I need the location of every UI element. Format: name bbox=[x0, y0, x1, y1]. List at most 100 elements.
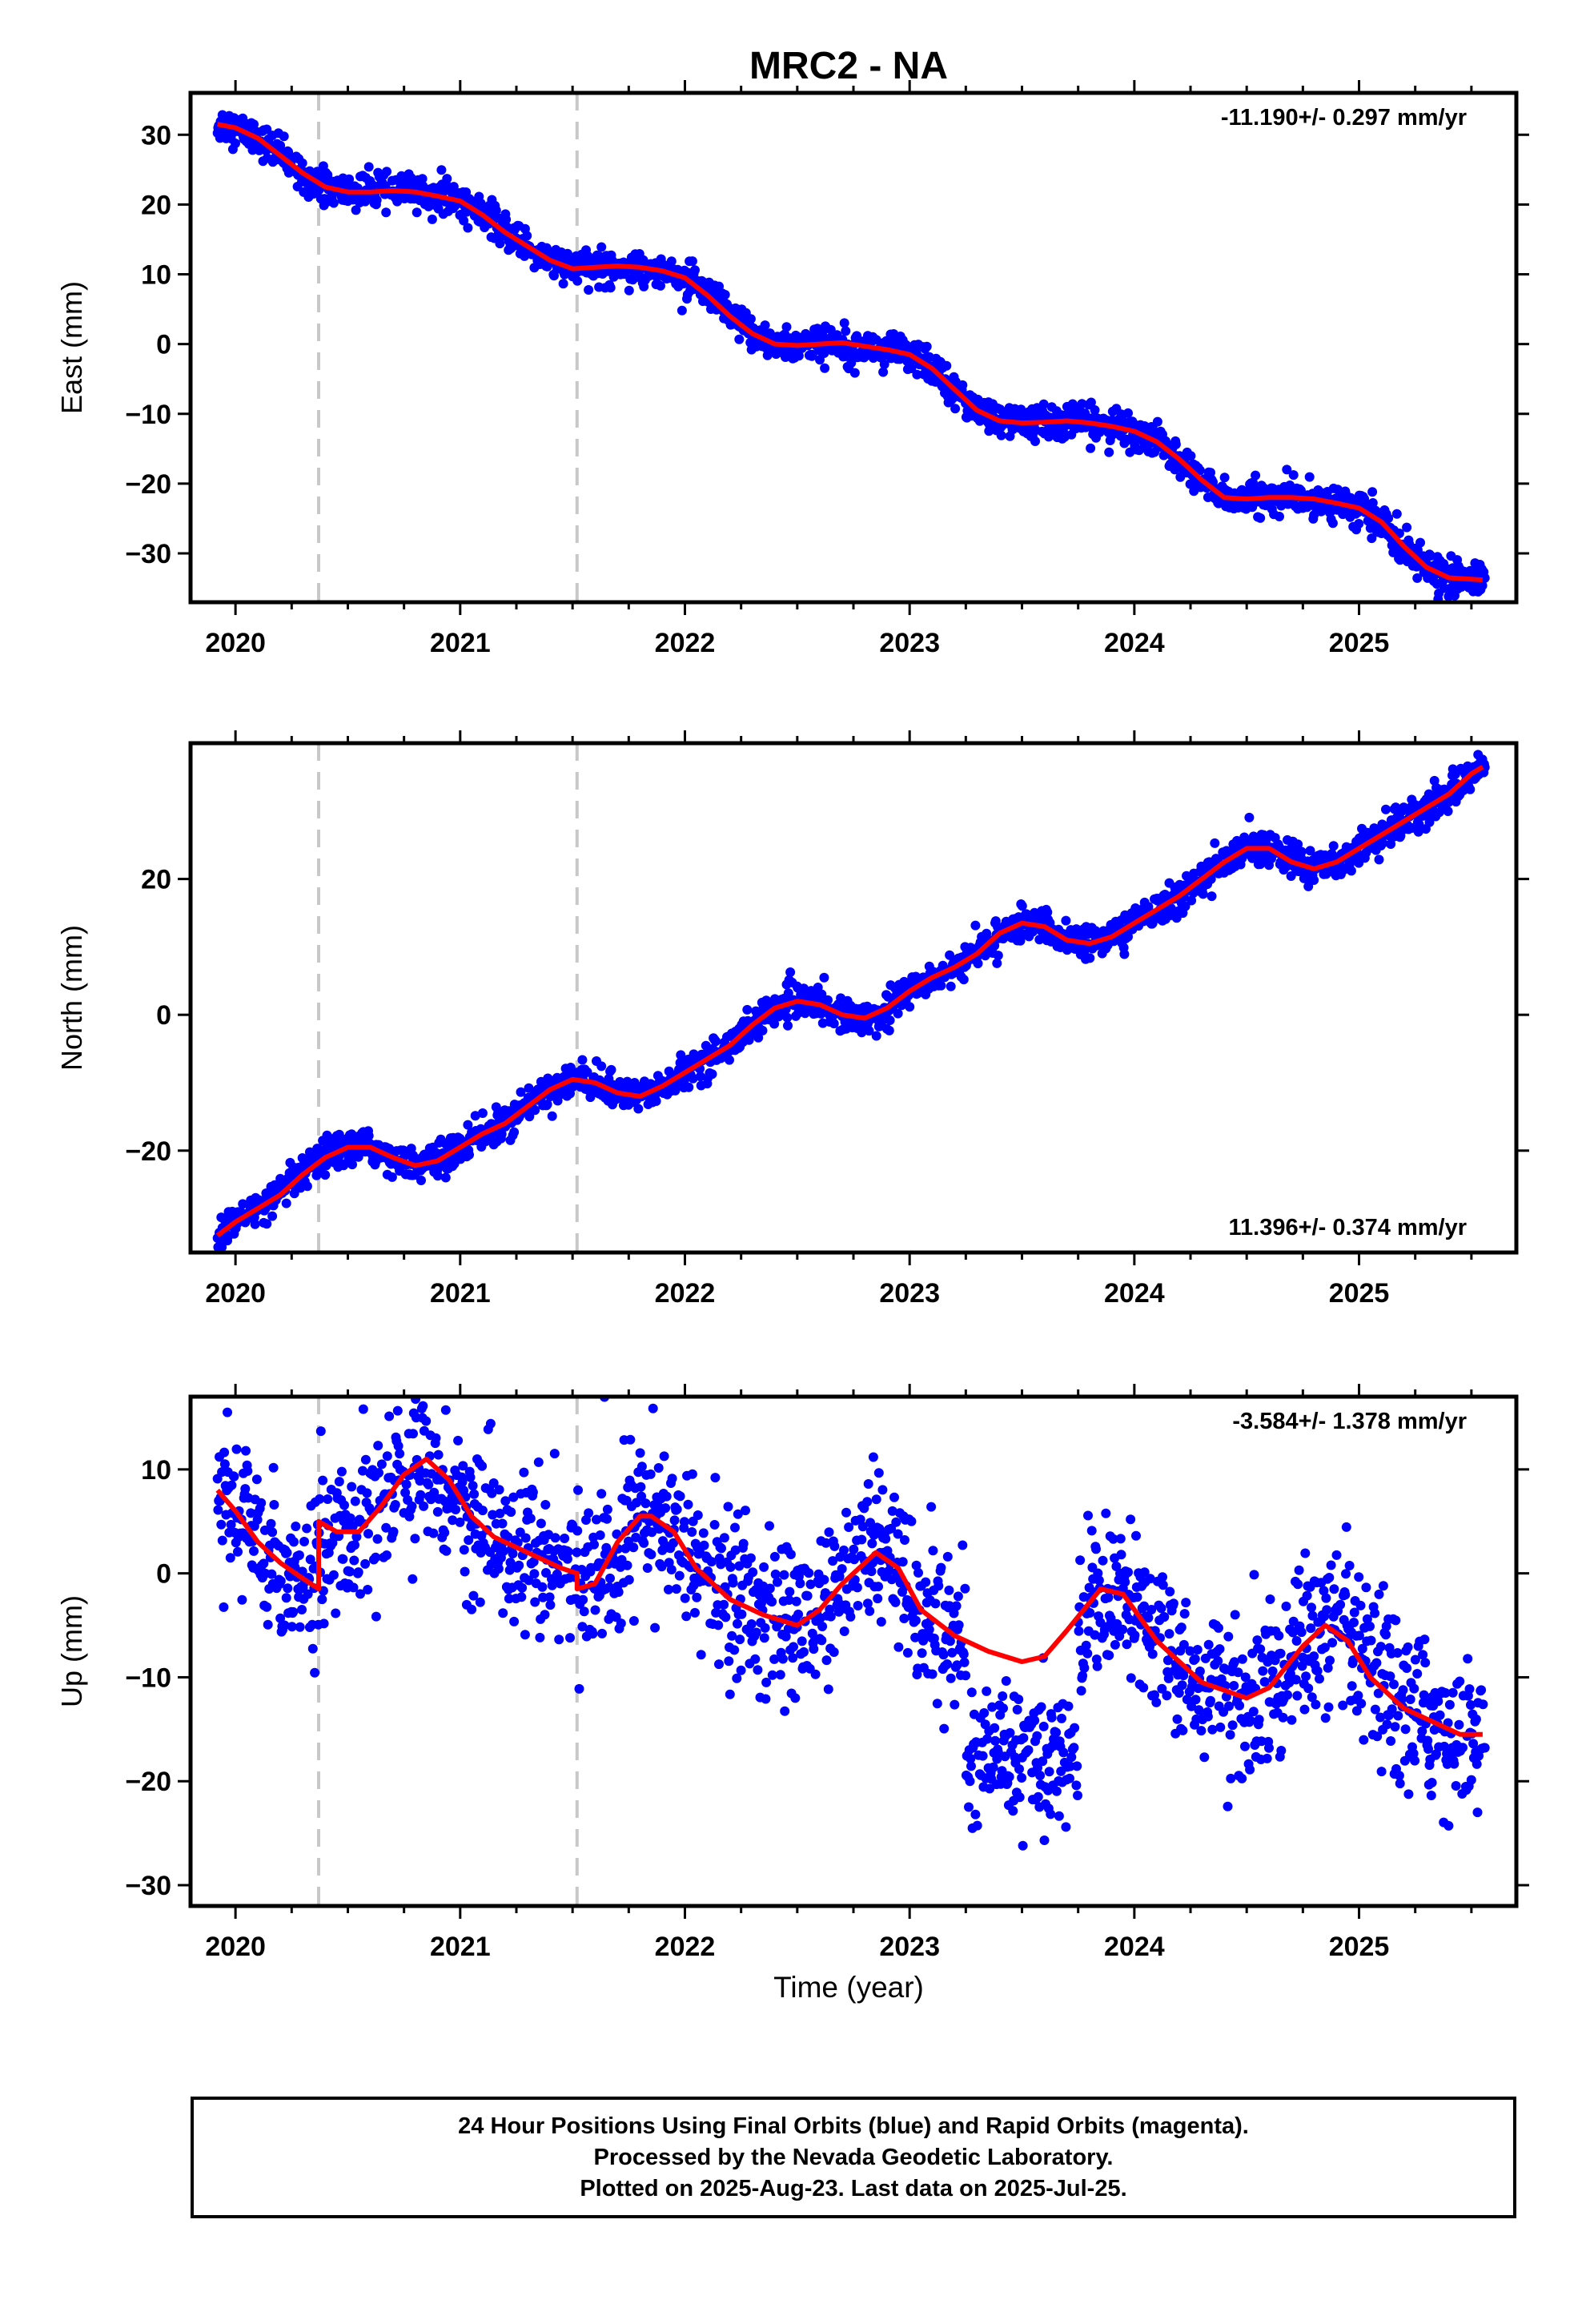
data-point bbox=[1032, 1731, 1042, 1741]
data-point bbox=[876, 1617, 886, 1627]
data-point bbox=[790, 1693, 801, 1703]
data-point bbox=[928, 1546, 938, 1556]
data-point bbox=[1293, 839, 1303, 850]
data-point bbox=[998, 1703, 1008, 1714]
data-point bbox=[578, 1594, 588, 1605]
data-point bbox=[636, 1462, 647, 1472]
data-point bbox=[746, 1619, 757, 1629]
data-point bbox=[862, 1497, 873, 1507]
data-point bbox=[932, 1699, 942, 1709]
data-point bbox=[674, 1570, 685, 1581]
data-point bbox=[520, 1533, 531, 1543]
data-point bbox=[596, 1061, 607, 1072]
data-point bbox=[670, 1085, 681, 1096]
data-point bbox=[496, 1129, 507, 1140]
data-point bbox=[775, 1670, 785, 1680]
data-point bbox=[996, 430, 1006, 440]
data-point bbox=[1186, 895, 1197, 906]
data-point bbox=[240, 1484, 251, 1494]
data-point bbox=[906, 1516, 917, 1526]
data-point bbox=[338, 1554, 348, 1564]
data-point bbox=[707, 1069, 717, 1080]
data-point bbox=[1346, 866, 1356, 876]
data-point bbox=[294, 1550, 304, 1560]
data-point bbox=[416, 1377, 426, 1387]
data-point bbox=[217, 1535, 227, 1546]
x-tick-label: 2024 bbox=[1104, 628, 1165, 658]
data-point bbox=[624, 285, 634, 296]
data-point bbox=[664, 1584, 673, 1594]
data-point bbox=[978, 1751, 988, 1761]
data-point bbox=[596, 242, 607, 252]
data-point bbox=[1008, 1806, 1018, 1816]
data-point bbox=[469, 1489, 480, 1499]
data-point bbox=[358, 1466, 367, 1476]
data-point bbox=[785, 1586, 795, 1597]
data-point bbox=[275, 140, 286, 151]
data-point bbox=[679, 1517, 689, 1527]
data-point bbox=[565, 1633, 575, 1643]
data-point bbox=[491, 205, 501, 215]
data-point bbox=[259, 1558, 269, 1569]
data-point bbox=[745, 1553, 756, 1563]
data-point bbox=[946, 981, 956, 991]
data-point bbox=[459, 215, 469, 226]
data-point bbox=[767, 1670, 777, 1680]
data-point bbox=[683, 1499, 693, 1510]
data-point bbox=[353, 1152, 363, 1162]
data-point bbox=[562, 1554, 572, 1564]
data-point bbox=[382, 1550, 391, 1560]
data-point bbox=[728, 1578, 738, 1588]
data-point bbox=[727, 1630, 737, 1641]
data-point bbox=[891, 1517, 901, 1527]
data-point bbox=[636, 1491, 647, 1502]
data-point bbox=[890, 1597, 901, 1607]
data-point bbox=[760, 1622, 770, 1633]
data-point bbox=[938, 1650, 949, 1660]
data-point bbox=[485, 1418, 496, 1429]
data-point bbox=[530, 1105, 540, 1116]
data-point bbox=[533, 1457, 544, 1467]
x-tick-label: 2023 bbox=[879, 1278, 940, 1309]
data-point bbox=[782, 1012, 793, 1023]
data-point bbox=[988, 1762, 998, 1772]
data-point bbox=[624, 1574, 634, 1585]
data-point bbox=[886, 1574, 897, 1585]
data-point bbox=[864, 1026, 874, 1036]
data-point bbox=[993, 951, 1003, 961]
data-point bbox=[1477, 581, 1488, 591]
data-point bbox=[877, 1485, 888, 1495]
data-point bbox=[442, 174, 452, 184]
data-point bbox=[881, 1534, 891, 1544]
data-point bbox=[363, 1529, 373, 1539]
data-point bbox=[982, 1734, 992, 1744]
data-point bbox=[334, 1477, 344, 1487]
data-point bbox=[680, 1593, 690, 1603]
data-point bbox=[267, 1211, 278, 1221]
data-point bbox=[966, 1754, 976, 1764]
data-point bbox=[936, 1562, 946, 1573]
data-point bbox=[942, 1551, 953, 1562]
y-tick-label: 30 bbox=[141, 120, 171, 151]
data-point bbox=[440, 1405, 451, 1415]
data-point bbox=[676, 1050, 686, 1060]
data-point bbox=[990, 1735, 1000, 1746]
data-point bbox=[905, 1002, 915, 1012]
data-point bbox=[336, 1466, 347, 1477]
data-point bbox=[810, 1669, 821, 1679]
data-point bbox=[949, 1608, 959, 1618]
data-point bbox=[751, 1627, 761, 1638]
data-point bbox=[841, 1507, 851, 1518]
data-point bbox=[1219, 472, 1230, 483]
data-point bbox=[597, 1628, 607, 1638]
data-point bbox=[873, 1582, 883, 1592]
data-point bbox=[769, 1654, 780, 1664]
data-point bbox=[421, 1416, 432, 1426]
data-point bbox=[503, 1532, 513, 1542]
data-point bbox=[1402, 522, 1412, 533]
data-point bbox=[281, 1593, 291, 1603]
data-point bbox=[1386, 839, 1396, 849]
data-point bbox=[789, 1642, 798, 1652]
data-point bbox=[432, 1506, 443, 1517]
